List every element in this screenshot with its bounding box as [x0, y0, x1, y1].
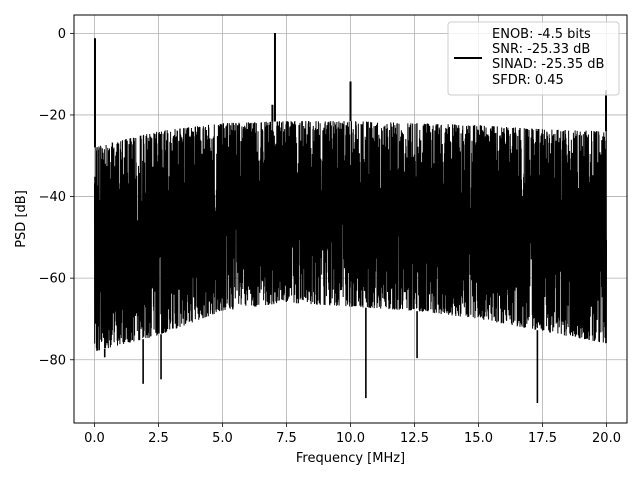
y-tick-label: 0 [58, 27, 66, 42]
legend: ENOB: -4.5 bits SNR: -25.33 dB SINAD: -2… [447, 21, 620, 96]
legend-line-sinad: SINAD: -25.35 dB [492, 57, 604, 72]
x-tick-label: 20.0 [592, 431, 621, 446]
x-tick-label: 2.5 [148, 431, 169, 446]
y-tick-label: −60 [39, 272, 66, 287]
x-tick-label: 0.0 [84, 431, 105, 446]
psd-trace [93, 121, 608, 351]
x-tick-label: 7.5 [276, 431, 297, 446]
x-tick-label: 17.5 [528, 431, 557, 446]
x-axis-ticks: 0.0 2.5 5.0 7.5 10.0 12.5 15.0 17.5 20.0 [84, 423, 621, 446]
legend-line-enob: ENOB: -4.5 bits [492, 27, 591, 42]
x-tick-label: 5.0 [212, 431, 233, 446]
x-tick-label: 10.0 [336, 431, 365, 446]
legend-box [447, 21, 620, 96]
legend-line-snr: SNR: -25.33 dB [492, 42, 590, 57]
y-tick-label: −80 [39, 353, 66, 368]
y-axis-label: PSD [dB] [14, 190, 29, 248]
y-tick-label: −40 [39, 190, 66, 205]
y-tick-label: −20 [39, 108, 66, 123]
x-axis-label: Frequency [MHz] [296, 451, 405, 466]
y-axis-ticks: 0 −20 −40 −60 −80 [39, 27, 74, 368]
x-tick-label: 15.0 [464, 431, 493, 446]
x-tick-label: 12.5 [400, 431, 429, 446]
legend-line-sfdr: SFDR: 0.45 [492, 73, 564, 88]
series-layer [93, 32, 608, 404]
